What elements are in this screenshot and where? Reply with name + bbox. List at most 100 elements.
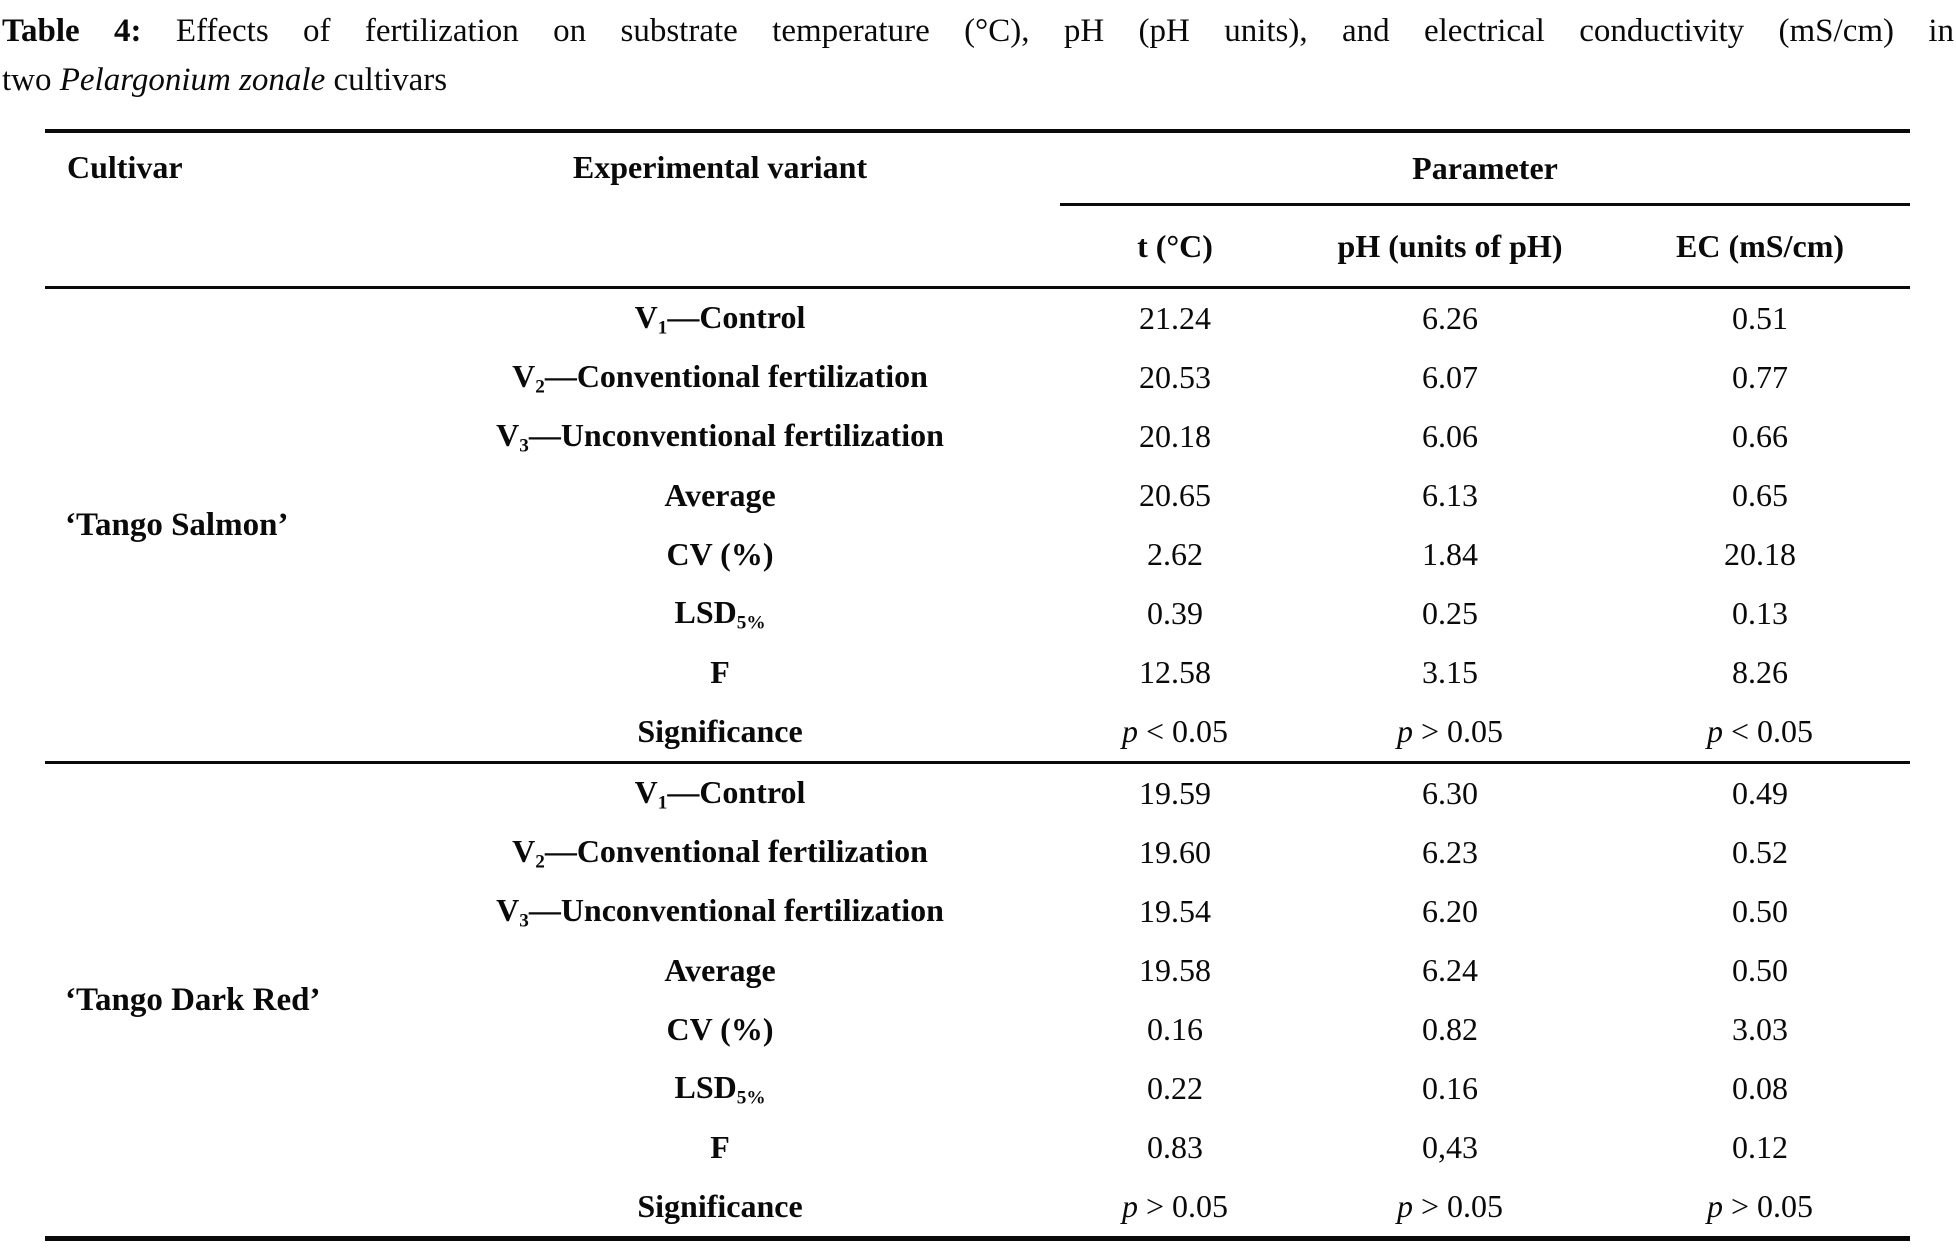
header-row-1: Cultivar Experimental variant Parameter — [45, 131, 1911, 290]
table-row: LSD5% 0.39 0.25 0.13 — [45, 584, 1910, 643]
p-comparison: > 0.05 — [1137, 1188, 1229, 1225]
variant-cell: CV (%) — [380, 1000, 1060, 1059]
t-value: 0.16 — [1147, 1011, 1203, 1048]
p-comparison: < 0.05 — [1722, 713, 1814, 750]
table-row: V3—Unconventional fertilization 19.54 6.… — [45, 882, 1910, 941]
t-value: 0.39 — [1147, 595, 1203, 632]
p-comparison: > 0.05 — [1412, 1188, 1504, 1225]
variant-rest: —Conventional fertilization — [544, 357, 928, 394]
variant-cell: V2—Conventional fertilization — [380, 823, 1060, 882]
ph-value: 6.23 — [1422, 834, 1478, 871]
results-table: Cultivar Experimental variant Parameter … — [45, 129, 1911, 1242]
table-header: Cultivar Experimental variant Parameter … — [45, 131, 1911, 290]
ec-value: 0.12 — [1732, 1129, 1789, 1166]
variant-cell: V1—Control — [380, 761, 1060, 824]
ph-significance: p > 0.05 — [1290, 702, 1610, 763]
variant-subscript: 1 — [657, 317, 668, 339]
t-value: 12.58 — [1139, 654, 1211, 691]
ec-value: 8.26 — [1732, 654, 1789, 691]
caption-species-italic: Pelargonium zonale — [59, 62, 326, 99]
variant-subscript: 5% — [736, 612, 766, 634]
variant-label: Average — [664, 477, 776, 514]
ec-value: 0.50 — [1732, 952, 1789, 989]
variant-cell: Average — [380, 466, 1060, 525]
variant-rest: —Control — [667, 298, 806, 335]
variant-label: V — [512, 357, 536, 394]
variant-label: V — [496, 891, 520, 928]
table-row: ‘Tango Salmon’ V1—Control 21.24 6.26 0.5… — [45, 288, 1910, 543]
col-header-temperature: t (°C) — [1060, 204, 1290, 290]
variant-label: CV (%) — [666, 536, 774, 573]
ec-value: 3.03 — [1732, 1011, 1789, 1048]
caption-label: Table 4: — [2, 13, 142, 49]
table-row: LSD5% 0.22 0.16 0.08 — [45, 1059, 1910, 1118]
variant-subscript: 3 — [519, 435, 529, 457]
variant-cell: V1—Control — [380, 288, 1060, 349]
col-header-cultivar: Cultivar — [45, 131, 380, 290]
p-comparison: < 0.05 — [1137, 713, 1229, 750]
caption-line-1: Table 4: Effects of fertilization on sub… — [2, 8, 1954, 54]
variant-label: V — [496, 416, 520, 453]
col-header-ph: pH (units of pH) — [1290, 204, 1610, 290]
table-row: F 12.58 3.15 8.26 — [45, 643, 1910, 702]
table-row: CV (%) 0.16 0.82 3.03 — [45, 1000, 1910, 1059]
ph-value: 0.16 — [1422, 1070, 1478, 1107]
ph-value: 6.20 — [1422, 893, 1478, 930]
ec-value: 0.51 — [1732, 300, 1789, 337]
p-symbol: p — [1706, 713, 1723, 750]
ec-value: 0.65 — [1732, 477, 1789, 514]
t-value: 20.65 — [1139, 477, 1211, 514]
ph-value: 0.82 — [1422, 1011, 1478, 1048]
ec-value: 0.66 — [1732, 418, 1789, 455]
variant-label: Significance — [637, 1188, 803, 1225]
variant-subscript: 2 — [535, 376, 545, 398]
ph-value: 6.24 — [1422, 952, 1478, 989]
t-significance: p > 0.05 — [1060, 1177, 1290, 1239]
variant-label: Average — [664, 952, 776, 989]
caption-line-2: two Pelargonium zonale cultivars — [2, 57, 1954, 103]
col-header-ec: EC (mS/cm) — [1610, 204, 1911, 290]
p-comparison: > 0.05 — [1722, 1188, 1814, 1225]
variant-label: V — [634, 298, 658, 335]
variant-cell: Average — [380, 941, 1060, 1000]
variant-label: F — [710, 1129, 730, 1166]
ec-value: 20.18 — [1724, 536, 1797, 573]
ph-value: 6.07 — [1422, 359, 1478, 396]
variant-label: LSD — [674, 593, 737, 630]
caption-text-2: two — [2, 62, 60, 99]
variant-rest: —Control — [667, 773, 806, 810]
t-value: 20.18 — [1139, 418, 1211, 455]
table-row: CV (%) 2.62 1.84 20.18 — [45, 525, 1910, 584]
variant-cell: V2—Conventional fertilization — [380, 348, 1060, 407]
table-row: V2—Conventional fertilization 19.60 6.23… — [45, 823, 1910, 882]
ph-value: 0.25 — [1422, 595, 1478, 632]
variant-cell: LSD5% — [380, 1059, 1060, 1118]
t-value: 20.53 — [1139, 359, 1211, 396]
ec-value: 0.49 — [1610, 761, 1911, 824]
variant-subscript: 3 — [519, 910, 529, 932]
ph-significance: p > 0.05 — [1290, 1177, 1610, 1239]
variant-rest: —Unconventional fertilization — [528, 891, 944, 928]
ec-significance: p < 0.05 — [1610, 702, 1910, 763]
p-symbol: p — [1396, 713, 1413, 750]
p-symbol: p — [1706, 1188, 1723, 1225]
variant-rest: —Unconventional fertilization — [528, 416, 944, 453]
variant-label: Significance — [637, 713, 803, 750]
ph-value: 6.26 — [1422, 300, 1478, 337]
variant-subscript: 1 — [657, 792, 668, 814]
variant-label: LSD — [674, 1068, 737, 1105]
table-row: F 0.83 0,43 0.12 — [45, 1118, 1910, 1177]
table-row: Significance p > 0.05 p > 0.05 p > 0.05 — [45, 1177, 1910, 1239]
variant-cell: F — [380, 643, 1060, 702]
col-header-variant: Experimental variant — [380, 131, 1060, 290]
variant-label: V — [634, 773, 658, 810]
ec-value: 0.50 — [1732, 893, 1789, 930]
t-value: 21.24 — [1139, 300, 1211, 337]
t-value: 2.62 — [1147, 536, 1203, 573]
table-row: Significance p < 0.05 p > 0.05 p < 0.05 — [45, 702, 1910, 763]
variant-label: F — [710, 654, 730, 691]
ph-value: 6.30 — [1290, 761, 1610, 824]
p-comparison: > 0.05 — [1412, 713, 1504, 750]
table-caption: Table 4: Effects of fertilization on sub… — [0, 0, 1956, 103]
